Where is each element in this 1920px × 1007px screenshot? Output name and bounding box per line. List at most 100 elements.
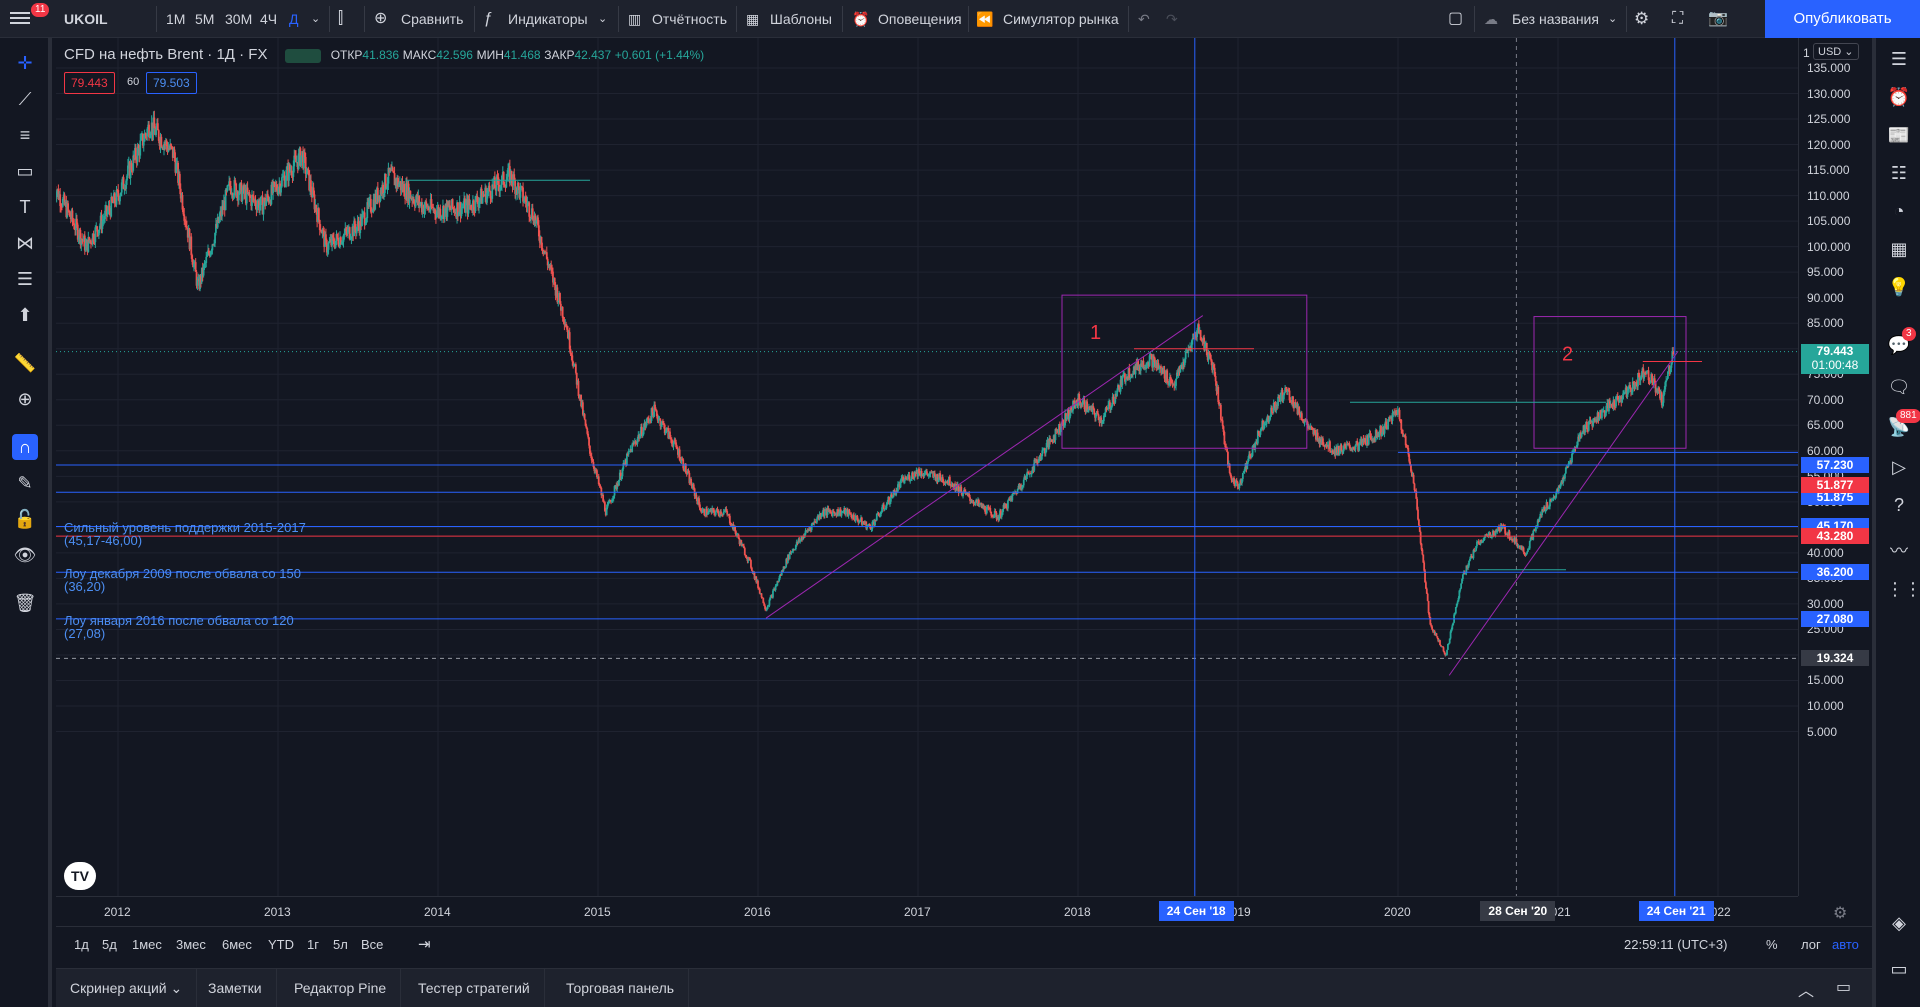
trash-icon[interactable]: 🗑 <box>13 593 37 613</box>
tab-notes[interactable]: Заметки <box>194 969 277 1007</box>
menu-icon[interactable] <box>10 9 30 29</box>
tab-stock-screener[interactable]: Скринер акций ⌄ <box>56 969 198 1007</box>
annotation-text[interactable]: Лоу декабря 2009 после обвала со 150 (36,… <box>64 566 301 595</box>
tab-strategy-tester[interactable]: Тестер стратегий <box>404 969 545 1007</box>
crosshair-icon[interactable]: ✛ <box>17 53 33 73</box>
dots-grid-icon[interactable]: ⋮⋮ <box>1886 579 1920 599</box>
alarm-icon[interactable]: ⏰ <box>852 11 870 27</box>
watchlist-icon[interactable]: ☰ <box>1890 49 1908 69</box>
forecast-icon[interactable]: ☰ <box>16 269 34 289</box>
cloud-icon[interactable]: ☁ <box>1484 11 1498 27</box>
range-all[interactable]: Все <box>361 937 384 952</box>
arrow-up-icon[interactable]: ⬆ <box>17 305 33 325</box>
hide-panel-icon[interactable]: ▭ <box>1890 959 1908 979</box>
percent-toggle[interactable]: % <box>1766 937 1778 952</box>
undo-icon[interactable]: ↶ <box>1138 11 1150 27</box>
range-6m[interactable]: 6мес <box>222 937 252 952</box>
fullscreen-layout-icon[interactable]: ▢ <box>1448 10 1464 27</box>
indicators-button[interactable]: Индикаторы <box>508 11 588 27</box>
chevron-down-icon[interactable]: ⌄ <box>598 13 608 25</box>
annotation-text[interactable]: Сильный уровень поддержки 2015-2017 (45,1… <box>64 520 306 549</box>
chevron-down-icon[interactable]: ⌄ <box>1608 13 1618 25</box>
candle-body <box>1489 532 1492 538</box>
range-1y[interactable]: 1г <box>307 937 319 952</box>
compare-icon[interactable]: ⊕ <box>374 10 388 27</box>
candles-icon[interactable]: ⫿ <box>338 10 344 27</box>
text-icon[interactable]: T <box>19 197 31 217</box>
symbol-search[interactable]: UKOIL <box>64 11 108 27</box>
range-3m[interactable]: 3мес <box>176 937 206 952</box>
fullscreen-icon[interactable]: ⛶ <box>1672 10 1684 27</box>
range-5d[interactable]: 5д <box>102 937 117 952</box>
layout-name[interactable]: Без названия <box>1512 11 1599 27</box>
sell-price[interactable]: 79.443 <box>64 72 115 94</box>
alarm-clock-icon[interactable]: ⏰ <box>1887 87 1911 107</box>
layers-icon[interactable]: ◈ <box>1892 913 1906 933</box>
eye-icon[interactable]: 👁 <box>13 545 37 565</box>
currency-select[interactable]: USD ⌄ <box>1813 43 1859 60</box>
messages-icon[interactable]: 🗨 <box>1887 377 1911 397</box>
market-status-icon[interactable] <box>285 48 322 63</box>
annotation-text[interactable]: Лоу января 2016 после обвала со 120 (27,0… <box>64 612 294 641</box>
fib-icon[interactable]: ≡ <box>19 125 31 145</box>
redo-icon[interactable]: ↷ <box>1166 11 1178 27</box>
candle-body <box>1059 429 1062 433</box>
hotlist-icon[interactable]: ◔ <box>1893 201 1905 221</box>
ruler-icon[interactable]: 📏 <box>13 353 37 373</box>
data-window-icon[interactable]: ☷ <box>1890 163 1908 183</box>
help-icon[interactable]: ? <box>1893 495 1904 515</box>
range-ytd[interactable]: YTD <box>268 937 294 952</box>
candle-body <box>204 262 207 264</box>
price-chart[interactable]: 12 <box>56 38 1798 896</box>
pencil-lock-icon[interactable]: ✎ <box>17 473 33 493</box>
report-icon[interactable]: ▥ <box>628 11 642 27</box>
calendar-icon[interactable]: ▦ <box>1890 239 1908 259</box>
time-axis[interactable]: ⚙ 2012 2013 2014 2015 2016 2017 2018 2019 2020 20… <box>56 896 1847 926</box>
timeframe-4h[interactable]: 4Ч <box>260 11 278 27</box>
trendline-icon[interactable]: ⟋ <box>18 89 32 109</box>
ideas-bulb-icon[interactable]: 💡 <box>1887 277 1911 297</box>
alerts-button[interactable]: Оповещения <box>878 11 962 27</box>
zoom-in-icon[interactable]: ⊕ <box>17 389 33 409</box>
replay-icon[interactable]: ⏪ <box>976 11 994 27</box>
replay-button[interactable]: Симулятор рынка <box>1003 11 1119 27</box>
tab-pine-editor[interactable]: Редактор Pine <box>280 969 402 1007</box>
gear-icon[interactable]: ⚙ <box>1634 9 1650 28</box>
tab-trading-panel[interactable]: Торговая панель <box>552 969 690 1007</box>
templates-button[interactable]: Шаблоны <box>770 11 832 27</box>
log-toggle[interactable]: лог <box>1801 937 1821 952</box>
camera-icon[interactable]: 📷 <box>1708 10 1728 27</box>
news-icon[interactable]: 📰 <box>1887 125 1911 145</box>
candle-body <box>1398 409 1401 420</box>
magnet-icon[interactable]: ∩ <box>12 434 38 460</box>
lock-icon[interactable]: 🔓 <box>13 509 37 529</box>
chevron-down-icon[interactable]: ⌄ <box>311 13 321 25</box>
range-1m[interactable]: 1мес <box>132 937 162 952</box>
pattern-icon[interactable]: ⋈ <box>16 233 34 253</box>
price-axis[interactable]: 1 USD ⌄ 135.000 130.000 125.000 120.000 115.… <box>1798 38 1872 896</box>
buy-price[interactable]: 79.503 <box>146 72 197 94</box>
report-button[interactable]: Отчётность <box>652 11 728 27</box>
rectangle-icon[interactable]: ▭ <box>16 161 34 181</box>
range-5y[interactable]: 5л <box>333 937 348 952</box>
timeframe-1m[interactable]: 1М <box>166 11 186 27</box>
auto-toggle[interactable]: авто <box>1832 937 1859 952</box>
timeframe-30m[interactable]: 30М <box>225 11 253 27</box>
gear-icon[interactable]: ⚙ <box>1833 905 1848 922</box>
range-1d[interactable]: 1д <box>74 937 89 952</box>
chevron-up-icon[interactable]: ︿ <box>1798 983 1815 1000</box>
candle-body <box>1460 583 1463 589</box>
maximize-panel-icon[interactable]: ▭ <box>1836 979 1852 996</box>
timeframe-1d[interactable]: Д <box>289 11 299 27</box>
timeframe-5m[interactable]: 5М <box>195 11 215 27</box>
play-icon[interactable]: ▷ <box>1892 457 1906 477</box>
date-range-icon[interactable]: ⇥ <box>418 936 431 953</box>
compare-button[interactable]: Сравнить <box>401 11 464 27</box>
symbol-title[interactable]: CFD на нефть Brent · 1Д · FX <box>64 46 268 63</box>
templates-icon[interactable]: ▦ <box>746 11 760 27</box>
publish-button[interactable]: Опубликовать <box>1765 0 1920 38</box>
clock[interactable]: 22:59:11 (UTC+3) <box>1624 937 1728 952</box>
wave-icon[interactable]: 〰 <box>1890 541 1908 561</box>
indicators-icon[interactable]: ƒ <box>484 10 493 27</box>
